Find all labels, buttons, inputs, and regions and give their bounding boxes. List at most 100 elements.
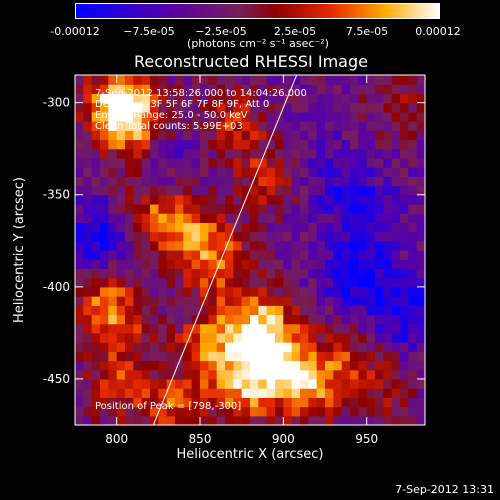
heatmap-cell	[125, 277, 134, 288]
heatmap-cell	[108, 139, 118, 150]
heatmap-cell	[225, 240, 234, 251]
heatmap-cell	[325, 397, 334, 408]
heatmap-cell	[341, 369, 351, 380]
heatmap-cell	[266, 231, 276, 242]
heatmap-cell	[216, 102, 226, 113]
heatmap-cell	[383, 93, 393, 104]
heatmap-cell	[166, 213, 176, 223]
heatmap-cell	[225, 332, 234, 343]
heatmap-cell	[350, 240, 359, 251]
heatmap-cell	[316, 332, 326, 343]
heatmap-cell	[250, 213, 259, 223]
heatmap-cell	[250, 75, 259, 85]
heatmap-cell	[108, 397, 118, 408]
heatmap-cell	[133, 250, 143, 260]
heatmap-cell	[200, 351, 209, 362]
heatmap-cell	[316, 121, 326, 131]
heatmap-cell	[191, 240, 201, 251]
heatmap-cell	[283, 93, 293, 104]
heatmap-cell	[283, 332, 293, 343]
heatmap-cell	[316, 130, 326, 141]
heatmap-cell	[358, 277, 368, 288]
heatmap-cell	[233, 167, 243, 177]
heatmap-cell	[275, 277, 284, 288]
heatmap-cell	[291, 231, 301, 242]
heatmap-cell	[200, 406, 209, 417]
heatmap-cell	[341, 84, 351, 95]
annotation-line: 7-Sep-2012 13:58:26.000 to 14:04:26.000	[95, 88, 307, 99]
heatmap-cell	[133, 314, 143, 325]
heatmap-cell	[208, 351, 218, 362]
heatmap-cell	[283, 185, 293, 196]
heatmap-cell	[291, 369, 301, 380]
heatmap-cell	[366, 314, 376, 325]
heatmap-cell	[141, 176, 151, 187]
heatmap-cell	[75, 167, 84, 177]
heatmap-cell	[141, 121, 151, 131]
heatmap-cell	[91, 351, 101, 362]
heatmap-cell	[383, 130, 393, 141]
heatmap-cell	[358, 323, 368, 334]
heatmap-cell	[283, 277, 293, 288]
heatmap-cell	[116, 286, 126, 297]
heatmap-cell	[150, 75, 159, 85]
heatmap-cell	[291, 148, 301, 159]
heatmap-cell	[266, 176, 276, 187]
heatmap-cell	[225, 323, 234, 334]
heatmap-cell	[383, 305, 393, 316]
heatmap-cell	[391, 176, 401, 187]
heatmap-cell	[325, 194, 334, 205]
heatmap-cell	[208, 268, 218, 279]
heatmap-cell	[358, 231, 368, 242]
heatmap-cell	[150, 213, 159, 223]
heatmap-cell	[100, 351, 109, 362]
heatmap-cell	[366, 388, 376, 398]
heatmap-cell	[258, 130, 268, 141]
heatmap-cell	[291, 157, 301, 168]
heatmap-cell	[408, 111, 418, 122]
heatmap-cell	[233, 268, 243, 279]
heatmap-cell	[216, 268, 226, 279]
heatmap-cell	[333, 139, 343, 150]
heatmap-cell	[83, 167, 93, 177]
heatmap-cell	[116, 277, 126, 288]
heatmap-cell	[200, 203, 209, 214]
heatmap-cell	[375, 222, 384, 233]
heatmap-cell	[175, 148, 184, 159]
heatmap-cell	[416, 369, 426, 380]
heatmap-cell	[158, 240, 168, 251]
heatmap-cell	[383, 296, 393, 306]
heatmap-cell	[341, 378, 351, 389]
heatmap-cell	[233, 277, 243, 288]
heatmap-cell	[266, 111, 276, 122]
heatmap-cell	[150, 415, 159, 426]
heatmap-cell	[133, 231, 143, 242]
heatmap-cell	[233, 84, 243, 95]
heatmap-cell	[350, 323, 359, 334]
heatmap-cell	[183, 93, 193, 104]
heatmap-cell	[108, 84, 118, 95]
heatmap-cell	[83, 84, 93, 95]
heatmap-cell	[416, 148, 426, 159]
heatmap-cell	[308, 240, 318, 251]
heatmap-cell	[158, 213, 168, 223]
heatmap-cell	[183, 148, 193, 159]
heatmap-cell	[191, 397, 201, 408]
heatmap-cell	[158, 323, 168, 334]
heatmap-cell	[316, 296, 326, 306]
heatmap-cell	[158, 102, 168, 113]
heatmap-cell	[183, 378, 193, 389]
heatmap-cell	[283, 167, 293, 177]
heatmap-cell	[383, 268, 393, 279]
heatmap-cell	[258, 286, 268, 297]
heatmap-cell	[341, 277, 351, 288]
heatmap-cell	[208, 139, 218, 150]
heatmap-cell	[308, 121, 318, 131]
heatmap-cell	[225, 84, 234, 95]
heatmap-cell	[375, 203, 384, 214]
heatmap-cell	[91, 102, 101, 113]
heatmap-cell	[300, 240, 309, 251]
heatmap-cell	[258, 259, 268, 270]
heatmap-cell	[250, 286, 259, 297]
heatmap-cell	[408, 240, 418, 251]
